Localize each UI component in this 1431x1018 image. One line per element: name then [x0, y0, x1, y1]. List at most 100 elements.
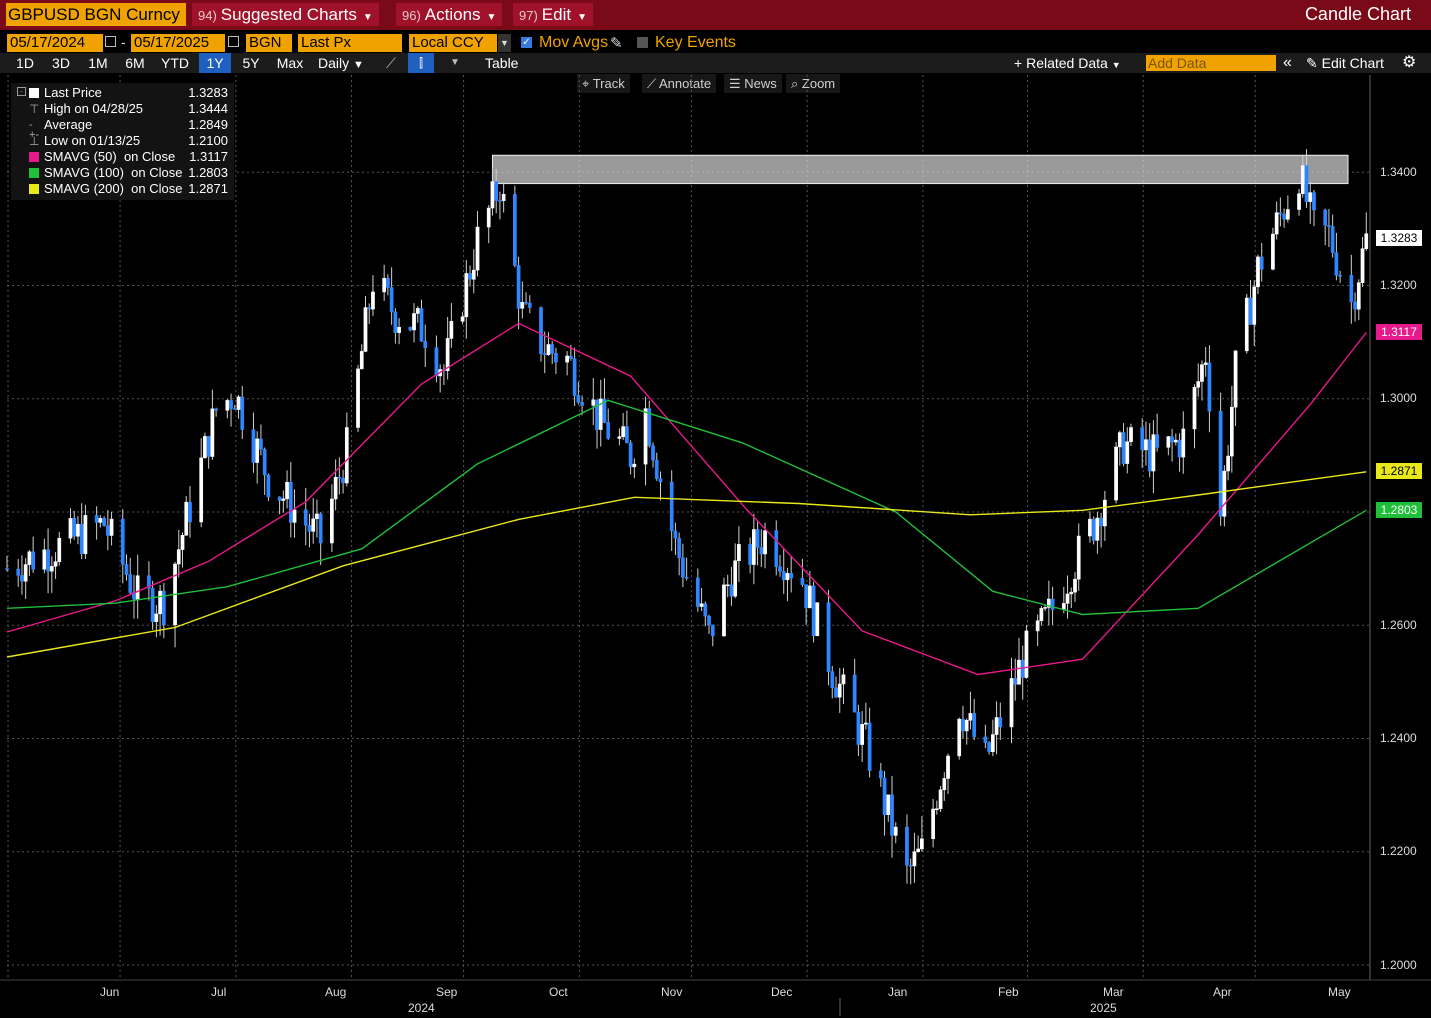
candle-down — [707, 615, 711, 626]
zoom-tool[interactable]: ⌕ Zoom — [786, 74, 841, 93]
candle-chart-icon[interactable]: ⫿ — [408, 53, 434, 73]
candle-down — [703, 603, 708, 617]
candle-up — [449, 321, 454, 339]
candle-down — [778, 566, 782, 572]
candle-down — [288, 482, 293, 523]
x-month-label: Nov — [661, 985, 683, 999]
candle-up — [1076, 535, 1081, 580]
x-month-label: Aug — [325, 985, 347, 999]
mov-avgs-checkbox[interactable]: ✓ — [521, 37, 532, 48]
candle-up — [397, 326, 401, 333]
table-button[interactable]: Table — [485, 55, 519, 71]
track-tool[interactable]: ⌖ Track — [577, 74, 630, 93]
candle-up — [1274, 212, 1279, 235]
legend-row-smavg-50: SMAVG (50) on Close 1.3117 — [11, 149, 234, 165]
range-1d[interactable]: 1D — [16, 55, 34, 71]
range-3d[interactable]: 3D — [52, 55, 70, 71]
low-marker-icon: ⊥ — [29, 134, 40, 148]
currency-field[interactable]: Local CCY — [409, 34, 497, 52]
candle-up — [486, 207, 491, 228]
range-1m[interactable]: 1M — [88, 55, 108, 71]
calendar-icon[interactable] — [105, 36, 116, 47]
candle-up — [1035, 620, 1040, 632]
x-month-label: May — [1328, 985, 1351, 999]
candle-down — [1334, 252, 1339, 276]
candle-down — [1349, 275, 1354, 303]
candle-up — [617, 436, 622, 439]
candle-up — [83, 515, 88, 554]
x-year-label: 2024 — [408, 1001, 435, 1015]
candle-down — [1170, 436, 1174, 443]
edit-menu[interactable]: 97) Edit ▼ — [513, 3, 593, 26]
legend-row-low: ⊥ Low on 01/13/25 1.2100 — [11, 133, 234, 149]
candle-down — [961, 718, 965, 732]
candle-down — [729, 584, 734, 597]
candle-down — [1248, 297, 1253, 325]
candle-up — [135, 575, 140, 600]
candle-down — [337, 476, 342, 479]
candle-up — [920, 838, 924, 850]
candle-up — [471, 269, 476, 280]
candle-up — [994, 717, 999, 735]
related-data-label: Related Data — [1026, 55, 1108, 71]
range-ytd[interactable]: YTD — [161, 55, 189, 71]
suggested-charts-menu[interactable]: 94) Suggested Charts ▼ — [192, 3, 379, 26]
candle-down — [1099, 517, 1103, 527]
candle-down — [834, 687, 838, 698]
candle-down — [748, 544, 752, 565]
candle-down — [669, 481, 674, 532]
calendar-icon[interactable] — [228, 36, 239, 47]
range-5y[interactable]: 5Y — [242, 55, 260, 71]
end-date-field[interactable]: 05/17/2025 — [131, 34, 225, 52]
annotate-icon: ⟋ — [647, 76, 657, 91]
start-date-field[interactable]: 05/17/2024 — [7, 34, 103, 52]
related-data-button[interactable]: + Related Data ▼ — [1014, 53, 1121, 73]
candle-up — [281, 498, 286, 501]
legend-label: Low on 01/13/25 — [44, 133, 141, 148]
candle-down — [16, 568, 21, 576]
candle-up — [1192, 387, 1197, 430]
candle-up — [49, 566, 54, 572]
candle-up — [643, 408, 648, 465]
range-1y[interactable]: 1Y — [199, 53, 231, 73]
ticker-field[interactable]: GBPUSD BGN Curncy — [6, 3, 186, 26]
high-marker-icon: ⊤ — [29, 102, 40, 116]
y-tick-label: 1.2000 — [1380, 958, 1417, 972]
source-field[interactable]: BGN — [246, 34, 292, 52]
mov-avgs-label[interactable]: Mov Avgs — [539, 34, 609, 51]
collapse-icon[interactable]: « — [1283, 54, 1292, 71]
frequency-dropdown[interactable]: Daily ▼ — [318, 53, 364, 73]
edit-chart-button[interactable]: ✎ Edit Chart — [1306, 53, 1384, 73]
add-data-input[interactable]: Add Data — [1146, 55, 1276, 71]
line-chart-icon[interactable]: ⟋ — [386, 55, 396, 71]
candle-up — [964, 719, 969, 732]
candle-down — [318, 513, 323, 544]
actions-menu[interactable]: 96) Actions ▼ — [396, 3, 503, 26]
chart-style-dropdown-icon[interactable]: ▼ — [450, 57, 460, 68]
news-tool[interactable]: ☰ News — [724, 74, 782, 93]
pencil-icon[interactable]: ✎ — [610, 35, 623, 52]
plus-icon: + — [1014, 55, 1023, 71]
tool-label: Track — [592, 76, 625, 91]
candle-up — [1024, 630, 1029, 678]
candle-up — [1285, 209, 1290, 220]
candle-up — [363, 307, 368, 352]
chart-type-label: Candle Chart — [1304, 4, 1411, 24]
key-events-label[interactable]: Key Events — [655, 34, 736, 51]
candle-up — [837, 683, 842, 698]
candle-up — [860, 724, 864, 745]
candle-down — [595, 399, 599, 430]
range-max[interactable]: Max — [276, 55, 304, 71]
gear-icon[interactable]: ⚙ — [1402, 54, 1417, 71]
annotate-tool[interactable]: ⟋ Annotate — [642, 74, 717, 93]
candle-down — [1327, 224, 1331, 227]
price-field[interactable]: Last Px — [298, 34, 402, 52]
key-events-checkbox[interactable] — [637, 37, 648, 48]
candle-down — [434, 347, 439, 377]
currency-dropdown-icon[interactable]: ▼ — [498, 34, 511, 52]
candle-up — [815, 602, 820, 637]
collapse-legend-icon[interactable]: - — [17, 87, 26, 96]
range-6m[interactable]: 6M — [125, 55, 145, 71]
candle-down — [367, 307, 372, 310]
